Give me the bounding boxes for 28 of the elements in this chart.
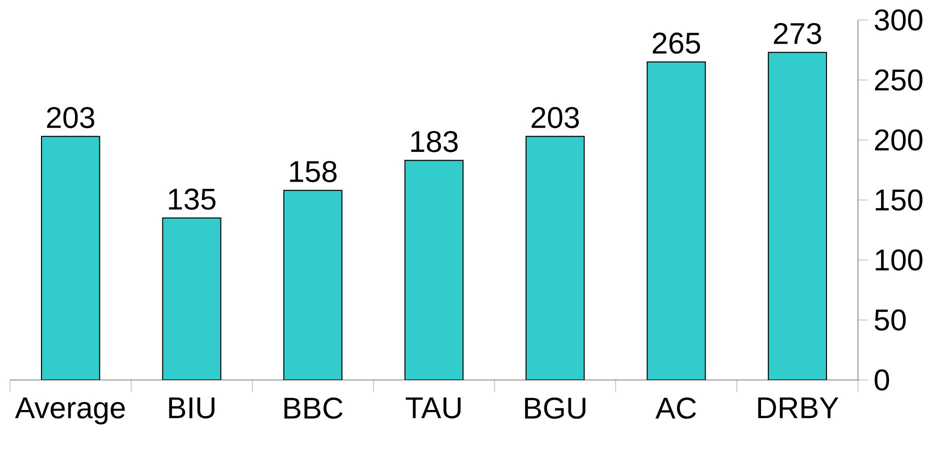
x-tick-label: Average	[15, 398, 125, 424]
bar	[768, 52, 828, 380]
x-tick-label: TAU	[406, 398, 461, 418]
bar	[404, 160, 464, 380]
bar	[40, 136, 100, 380]
y-tick-label: 100	[876, 249, 922, 271]
bar	[283, 190, 342, 380]
y-tick-label: 0	[874, 369, 890, 391]
y-tick-label: 150	[876, 189, 922, 211]
data-label: 203	[532, 106, 579, 128]
data-label: 135	[168, 188, 216, 210]
y-tick-label: 250	[875, 69, 922, 91]
data-label: 158	[290, 160, 337, 182]
data-label: 203	[47, 106, 94, 128]
y-tick-label: 50	[874, 309, 906, 331]
y-tick-label: 300	[874, 9, 922, 31]
data-label: 183	[411, 130, 458, 152]
x-tick-label: AC	[656, 398, 696, 419]
x-tick-label: BBC	[284, 398, 343, 419]
data-label: 273	[774, 22, 822, 44]
bar	[162, 217, 222, 380]
x-tick-label: BGU	[525, 398, 586, 419]
y-tick-label: 200	[875, 129, 922, 151]
x-tick-label: BIU	[169, 398, 214, 418]
x-tick-label: DRBY	[758, 398, 838, 418]
data-label: 265	[652, 32, 700, 54]
bar	[646, 61, 706, 380]
bar	[526, 136, 585, 380]
